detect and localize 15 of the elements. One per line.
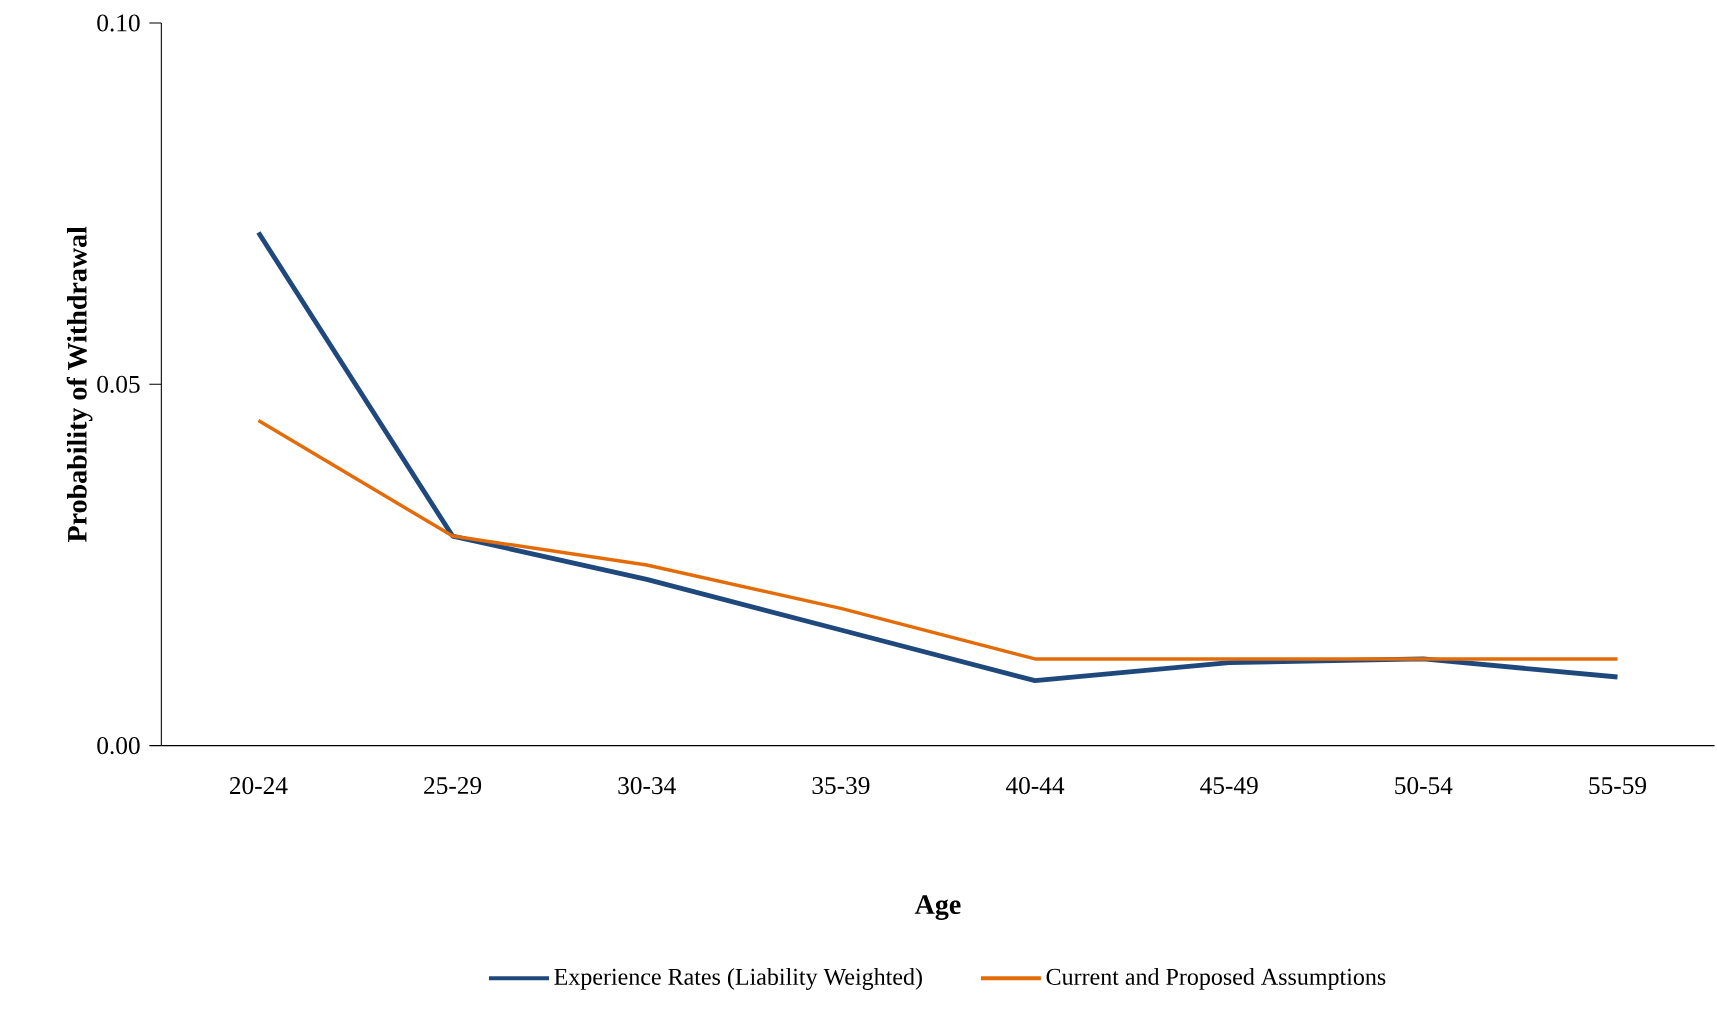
x-tick-label: 55-59 [1589, 777, 1646, 795]
y-tick-label: 0.00 [97, 737, 140, 755]
legend-label: Experience Rates (Liability Weighted) [554, 968, 922, 990]
x-axis-title: Age [914, 895, 961, 920]
x-tick-label: 20-24 [229, 777, 288, 795]
y-axis-title: Probability of Withdrawal [66, 226, 93, 542]
y-tick-label: 0.10 [97, 14, 140, 32]
y-tick-label: 0.05 [97, 375, 140, 393]
x-tick-label: 40-44 [1005, 777, 1065, 795]
x-tick-label: 25-29 [424, 777, 482, 795]
x-tick-label: 35-39 [812, 777, 870, 795]
legend-label: Current and Proposed Assumptions [1046, 968, 1386, 990]
x-tick-label: 50-54 [1395, 777, 1453, 795]
x-tick-label: 45-49 [1200, 777, 1258, 795]
x-tick-label: 30-34 [618, 777, 676, 795]
